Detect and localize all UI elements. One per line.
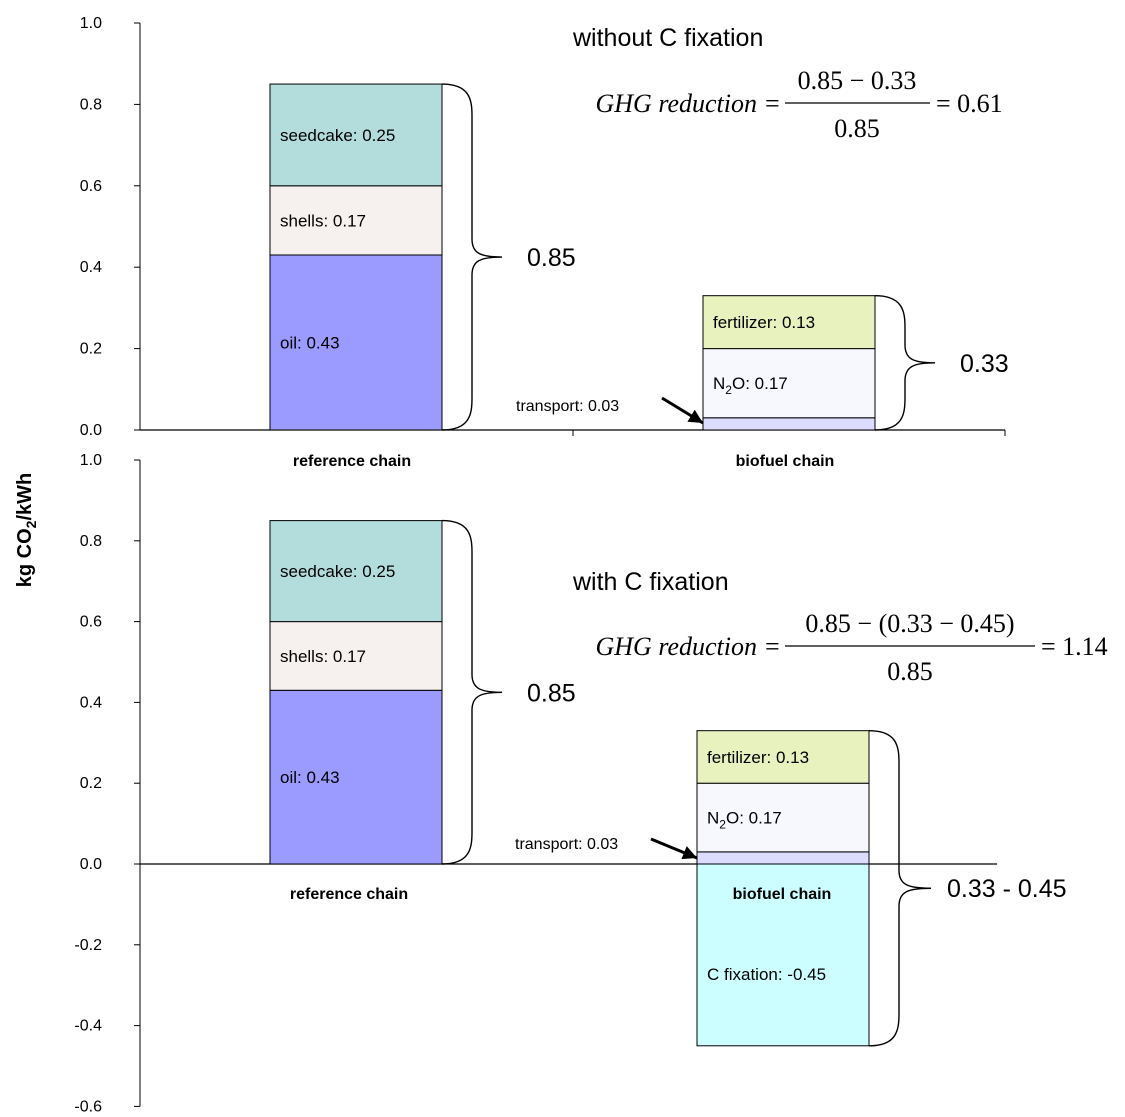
bar-segment-transport xyxy=(702,417,876,431)
transport-arrow-head xyxy=(681,846,697,860)
equation-equals: = xyxy=(765,89,780,118)
segment-label-fertilizer: fertilizer: 0.13 xyxy=(713,313,815,332)
y-tick-label: 0.8 xyxy=(80,533,102,550)
total-label: 0.85 xyxy=(527,679,576,707)
y-tick-label: 0.8 xyxy=(80,96,102,113)
y-tick-label: 0.4 xyxy=(80,694,102,711)
y-tick-label: 1.0 xyxy=(80,15,102,32)
category-label: reference chain xyxy=(293,453,411,470)
y-tick-label: 0.6 xyxy=(80,178,102,195)
segment-label-fertilizer: fertilizer: 0.13 xyxy=(707,748,809,767)
panel-title: with C fixation xyxy=(572,568,729,596)
transport-label: transport: 0.03 xyxy=(515,836,618,853)
total-brace xyxy=(441,519,503,865)
category-label: biofuel chain xyxy=(736,453,835,470)
equation-lhs: GHG reduction xyxy=(595,632,757,661)
segment-label-seedcake: seedcake: 0.25 xyxy=(280,126,395,145)
y-tick-label: 0.6 xyxy=(80,614,102,631)
segment-label-n2o: N2O: 0.17 xyxy=(713,374,788,397)
equation-result: = 0.61 xyxy=(936,89,1003,118)
bar-segment-n2o xyxy=(702,348,876,419)
bar-segment-transport xyxy=(696,851,870,865)
total-label: 0.85 xyxy=(527,244,576,272)
bar-segment-n2o xyxy=(696,782,870,853)
bar-segment-fertilizer xyxy=(702,295,876,350)
transport-arrow-head xyxy=(687,409,703,423)
y-tick-label: -0.4 xyxy=(74,1018,102,1035)
segment-label-shells: shells: 0.17 xyxy=(280,647,366,666)
equation-denominator: 0.85 xyxy=(834,114,880,143)
bar-segment-seedcake xyxy=(269,83,443,187)
segment-label-c_fixation: C fixation: -0.45 xyxy=(707,965,826,984)
y-tick-label: 0.4 xyxy=(80,259,102,276)
equation-numerator: 0.85 − 0.33 xyxy=(798,66,917,95)
bar-segment-c_fixation xyxy=(696,863,870,1047)
top-panel: 0.0 0.2 0.4 0.6 0.8 1.0 oil: 0.43 shells: 0.17 s… xyxy=(80,15,1009,470)
segment-label-seedcake: seedcake: 0.25 xyxy=(280,562,395,581)
equation-denominator: 0.85 xyxy=(887,657,933,686)
y-tick-label: 0.2 xyxy=(80,341,102,358)
panel-title: without C fixation xyxy=(572,24,763,52)
segment-label-oil: oil: 0.43 xyxy=(280,333,340,352)
bar-segment-shells xyxy=(269,185,443,256)
equation-numerator: 0.85 − (0.33 − 0.45) xyxy=(805,609,1014,638)
bar-segment-fertilizer xyxy=(696,730,870,784)
bar-segment-seedcake xyxy=(269,520,443,623)
bar-segment-oil xyxy=(269,689,443,865)
total-brace xyxy=(441,83,503,431)
bottom-panel: -0.6 -0.4 -0.2 0.0 0.2 0.4 0.6 0.8 1.0 oil: 0.43 s… xyxy=(74,452,1107,1115)
y-axis-label: kg CO2/kWh xyxy=(14,473,39,587)
y-tick-label: 0.0 xyxy=(80,422,102,439)
y-tick-label: 0.0 xyxy=(80,856,102,873)
transport-label: transport: 0.03 xyxy=(516,398,619,415)
total-brace xyxy=(868,729,932,1047)
ghg-equation: GHG reduction = 0.85 − (0.33 − 0.45) 0.85 = … xyxy=(595,609,1107,686)
category-label: biofuel chain xyxy=(733,886,832,903)
segment-label-oil: oil: 0.43 xyxy=(280,768,340,787)
segment-label-shells: shells: 0.17 xyxy=(280,211,366,230)
ghg-equation: GHG reduction = 0.85 − 0.33 0.85 = 0.61 xyxy=(595,66,1002,143)
y-tick-label: 0.2 xyxy=(80,775,102,792)
total-brace xyxy=(874,294,936,431)
segment-label-n2o: N2O: 0.17 xyxy=(707,809,782,832)
total-label: 0.33 - 0.45 xyxy=(947,875,1067,903)
y-tick-label: -0.2 xyxy=(74,937,102,954)
y-tick-label: -0.6 xyxy=(74,1098,102,1115)
category-label: reference chain xyxy=(290,886,408,903)
bar-segment-shells xyxy=(269,621,443,691)
equation-lhs: GHG reduction xyxy=(595,89,757,118)
equation-equals: = xyxy=(765,632,780,661)
equation-result: = 1.14 xyxy=(1041,632,1108,661)
total-label: 0.33 xyxy=(960,350,1009,378)
y-tick-label: 1.0 xyxy=(80,452,102,469)
